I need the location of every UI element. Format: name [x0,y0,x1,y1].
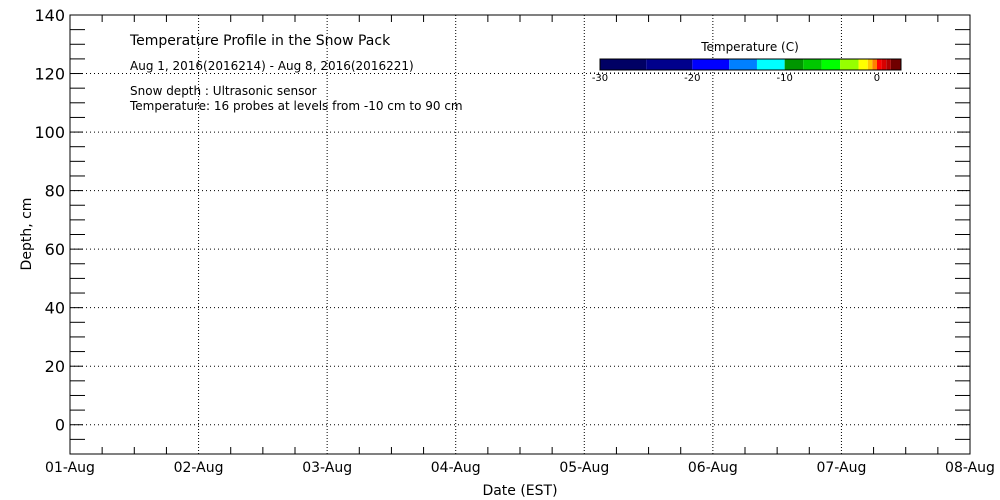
colorbar-segment [890,59,901,70]
colorbar-tick-label: -10 [776,73,792,84]
y-axis-label: Depth, cm [19,198,35,271]
colorbar-segment [872,59,877,70]
y-tick-label: 140 [34,6,65,25]
colorbar-segment [876,59,882,70]
axes: 0 20 40 60 80 100 120 140 01-Aug 02-Aug 03-Aug 04-A… [34,6,995,476]
x-tick-label: 05-Aug [559,460,609,476]
colorbar-segment [729,59,757,70]
colorbar-segment [803,59,822,70]
colorbar: -30 -20 -10 0 [590,58,911,84]
x-tick-label: 02-Aug [174,460,224,476]
x-tick-label: 01-Aug [45,460,95,476]
colorbar-segment [840,59,859,70]
annotation-temperature: Temperature: 16 probes at levels from -1… [129,99,463,113]
x-tick-label: 07-Aug [816,460,866,476]
plot-frame [69,14,971,455]
colorbar-tick-label: 0 [874,73,880,84]
colorbar-segment [886,59,891,70]
x-tick-label: 06-Aug [688,460,738,476]
colorbar-segment [821,59,841,70]
colorbar-title: Temperature (C) [700,40,799,54]
colorbar-segment [756,59,785,70]
y-tick-label: 0 [55,416,65,435]
colorbar-segment [858,59,868,70]
y-tick-label: 60 [45,240,65,259]
x-tick-label: 04-Aug [431,460,481,476]
colorbar-segment [692,59,730,70]
colorbar-frame [599,58,902,71]
y-tick-label: 80 [45,182,65,201]
x-tick-label: 08-Aug [945,460,995,476]
y-tick-label: 120 [34,65,65,84]
y-tick-label: 20 [45,357,65,376]
y-tick-label: 100 [34,123,65,142]
colorbar-segment [867,59,873,70]
y-tick-label: 40 [45,299,65,318]
colorbar-tick-label: -20 [684,73,700,84]
annotation-snow-depth: Snow depth : Ultrasonic sensor [130,84,317,98]
grid [70,15,970,454]
chart-title: Temperature Profile in the Snow Pack [129,33,391,49]
colorbar-segment [646,59,693,70]
colorbar-segment [881,59,887,70]
x-tick-label: 03-Aug [302,460,352,476]
colorbar-tick-label: -30 [592,73,608,84]
chart-subtitle: Aug 1, 2016(2016214) - Aug 8, 2016(20162… [130,59,414,73]
colorbar-segment [784,59,804,70]
x-axis-label: Date (EST) [482,483,557,499]
colorbar-segment [600,59,647,70]
